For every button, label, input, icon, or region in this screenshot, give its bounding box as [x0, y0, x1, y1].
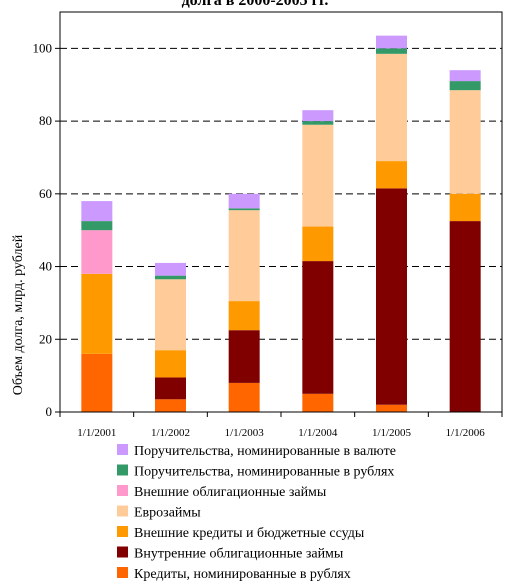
bar-segment	[228, 301, 260, 331]
bar-segment	[81, 353, 113, 412]
legend-label: Поручительства, номинированные в валюте	[134, 444, 396, 459]
legend-swatch	[117, 526, 128, 537]
legend-item: Внутренние облигационные займы	[117, 546, 344, 562]
bar-segment	[155, 279, 186, 351]
bar-segment	[376, 35, 407, 49]
bar-segment	[228, 193, 260, 209]
legend-swatch	[117, 546, 128, 558]
bar-segment	[155, 377, 186, 400]
bar-segment	[155, 275, 186, 280]
bar-segment	[302, 110, 334, 122]
y-tick-label: 60	[39, 186, 52, 201]
y-tick-label: 40	[39, 259, 52, 274]
legend-label: Поручительства, номинированные в рублях	[134, 465, 394, 480]
legend-swatch	[117, 485, 128, 496]
bar-segment	[376, 404, 407, 412]
bar-segment	[449, 193, 481, 222]
bar-segment	[449, 70, 481, 82]
x-tick-label: 1/1/2004	[298, 427, 338, 439]
bar-segment	[449, 221, 481, 412]
bar-segment	[155, 399, 186, 412]
bar-segment	[376, 48, 407, 54]
bar-segment	[81, 273, 113, 354]
legend-label: Внутренние облигационные займы	[134, 547, 344, 562]
bar-segment	[81, 201, 113, 222]
legend-label: Внешние облигационные займы	[134, 485, 327, 500]
legend-item: Кредиты, номинированные в рублях	[117, 567, 351, 582]
x-tick-label: 1/1/2003	[225, 427, 265, 439]
legend-item: Внешние облигационные займы	[117, 485, 327, 500]
y-tick-label: 80	[39, 113, 52, 128]
bar-segment	[302, 124, 334, 227]
x-tick-label: 1/1/2006	[446, 427, 486, 439]
x-tick-label: 1/1/2001	[77, 427, 116, 439]
bar-segment	[302, 226, 334, 262]
legend-item: Поручительства, номинированные в рублях	[117, 464, 394, 480]
bar-segment	[376, 188, 407, 405]
bar-segment	[81, 230, 113, 274]
bar-segment	[302, 121, 334, 125]
bar-segment	[376, 53, 407, 162]
bar-segment	[155, 350, 186, 378]
y-axis: 0 20 40 60 80 100	[33, 40, 60, 419]
bar-segment	[376, 161, 407, 189]
plot-area-frame	[59, 11, 503, 413]
legend-label: Еврозаймы	[134, 506, 201, 521]
legend-swatch	[117, 444, 128, 455]
x-tick-label: 1/1/2002	[151, 427, 190, 439]
x-axis: 1/1/2001 1/1/2002 1/1/2003 1/1/2004 1/1/2005…	[59, 412, 503, 439]
bar-segment	[449, 90, 481, 194]
x-tick-label: 1/1/2005	[372, 427, 412, 439]
bar-segment	[228, 208, 260, 211]
legend-swatch	[117, 567, 128, 578]
legend-label: Кредиты, номинированные в рублях	[134, 567, 351, 582]
bar-segment	[228, 210, 260, 302]
bar-segment	[228, 382, 260, 412]
chart-title: долга в 2000-2005 гг.	[182, 0, 329, 9]
legend: Поручительства, номинированные в валюте П…	[117, 444, 396, 582]
legend-item: Поручительства, номинированные в валюте	[117, 444, 396, 459]
legend-swatch	[117, 505, 128, 517]
legend-label: Внешние кредиты и бюджетные ссуды	[134, 526, 365, 541]
bar-segment	[449, 81, 481, 91]
y-axis-label: Объем долга, млрд. рублей	[11, 234, 26, 395]
y-tick-label: 20	[39, 331, 52, 346]
y-tick-label: 0	[46, 404, 53, 419]
y-tick-label: 100	[33, 40, 53, 55]
grid-lines	[60, 47, 502, 340]
bar-segment	[81, 221, 113, 231]
legend-item: Еврозаймы	[117, 505, 201, 521]
bar-segment	[302, 393, 334, 412]
bar-segment	[155, 262, 186, 276]
legend-swatch	[117, 464, 128, 476]
bars	[81, 35, 481, 412]
bar-segment	[228, 330, 260, 383]
bar-segment	[302, 261, 334, 394]
legend-item: Внешние кредиты и бюджетные ссуды	[117, 526, 365, 541]
